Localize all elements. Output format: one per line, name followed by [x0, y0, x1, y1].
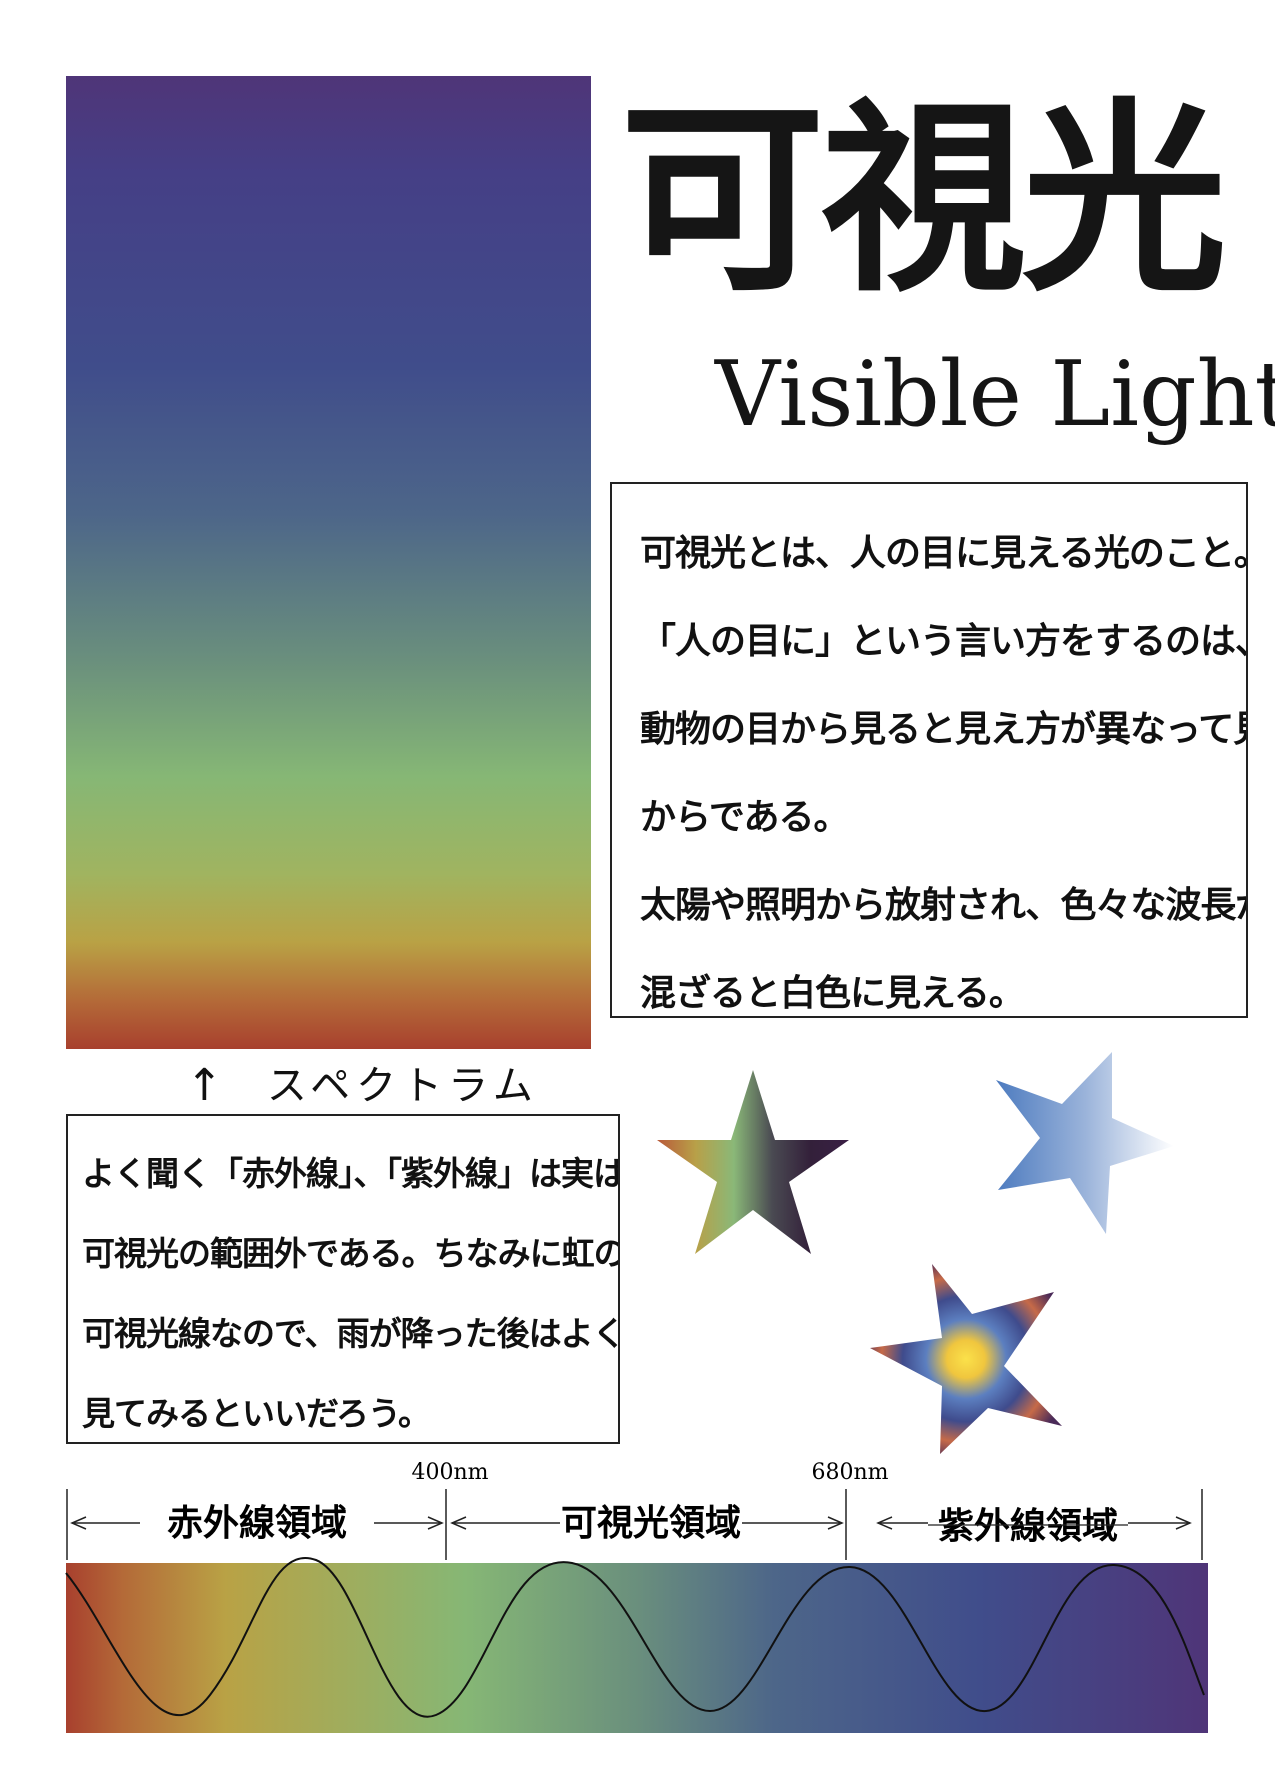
- description-line: 混ざると白色に見える。: [640, 973, 1025, 1014]
- note-line: よく聞く「赤外線」、「紫外線」は実は: [82, 1154, 620, 1193]
- wave-line: [65, 1557, 1205, 1718]
- arrow-up-icon: ↑: [186, 1060, 223, 1111]
- marker-400nm: 400nm: [411, 1460, 488, 1485]
- spectrum-caption: ↑ スペクトラム: [186, 1058, 606, 1114]
- description-box: 可視光とは、人の目に見える光のこと。 「人の目に」という言い方をするのは、 動物…: [610, 482, 1248, 1018]
- note-line: 可視光の範囲外である。ちなみに虹の七色は: [82, 1234, 620, 1273]
- page-title-english: Visible Light: [715, 342, 1275, 447]
- description-line: 太陽や照明から放射され、色々な波長が: [640, 885, 1248, 926]
- description-line: 可視光とは、人の目に見える光のこと。: [640, 533, 1248, 574]
- blue-star-icon: [996, 1052, 1174, 1234]
- note-box: よく聞く「赤外線」、「紫外線」は実は 可視光の範囲外である。ちなみに虹の七色は …: [66, 1114, 620, 1444]
- note-line: 可視光線なので、雨が降った後はよく: [82, 1314, 620, 1353]
- spectrum-gradient-panel: [66, 76, 591, 1049]
- description-line: 「人の目に」という言い方をするのは、: [640, 621, 1248, 662]
- region-label-ultraviolet: 紫外線領域: [938, 1505, 1118, 1547]
- page-title-japanese: 可視光: [620, 80, 1227, 320]
- description-line: 動物の目から見ると見え方が異なって見える: [640, 709, 1246, 750]
- rainbow-star-icon: [657, 1070, 849, 1254]
- radial-star-icon: [870, 1264, 1062, 1454]
- note-line: 見てみるといいだろう。: [82, 1394, 431, 1433]
- wavelength-diagram: 400nm 680nm 赤外線領域 可視光領域 紫外線領域: [65, 1460, 1208, 1733]
- region-label-visible: 可視光領域: [561, 1502, 741, 1544]
- spectrum-bar: [66, 1563, 1208, 1733]
- description-line: からである。: [640, 797, 850, 838]
- marker-680nm: 680nm: [811, 1460, 888, 1485]
- region-label-infrared: 赤外線領域: [167, 1502, 347, 1544]
- spectrum-caption-label: スペクトラム: [266, 1063, 539, 1109]
